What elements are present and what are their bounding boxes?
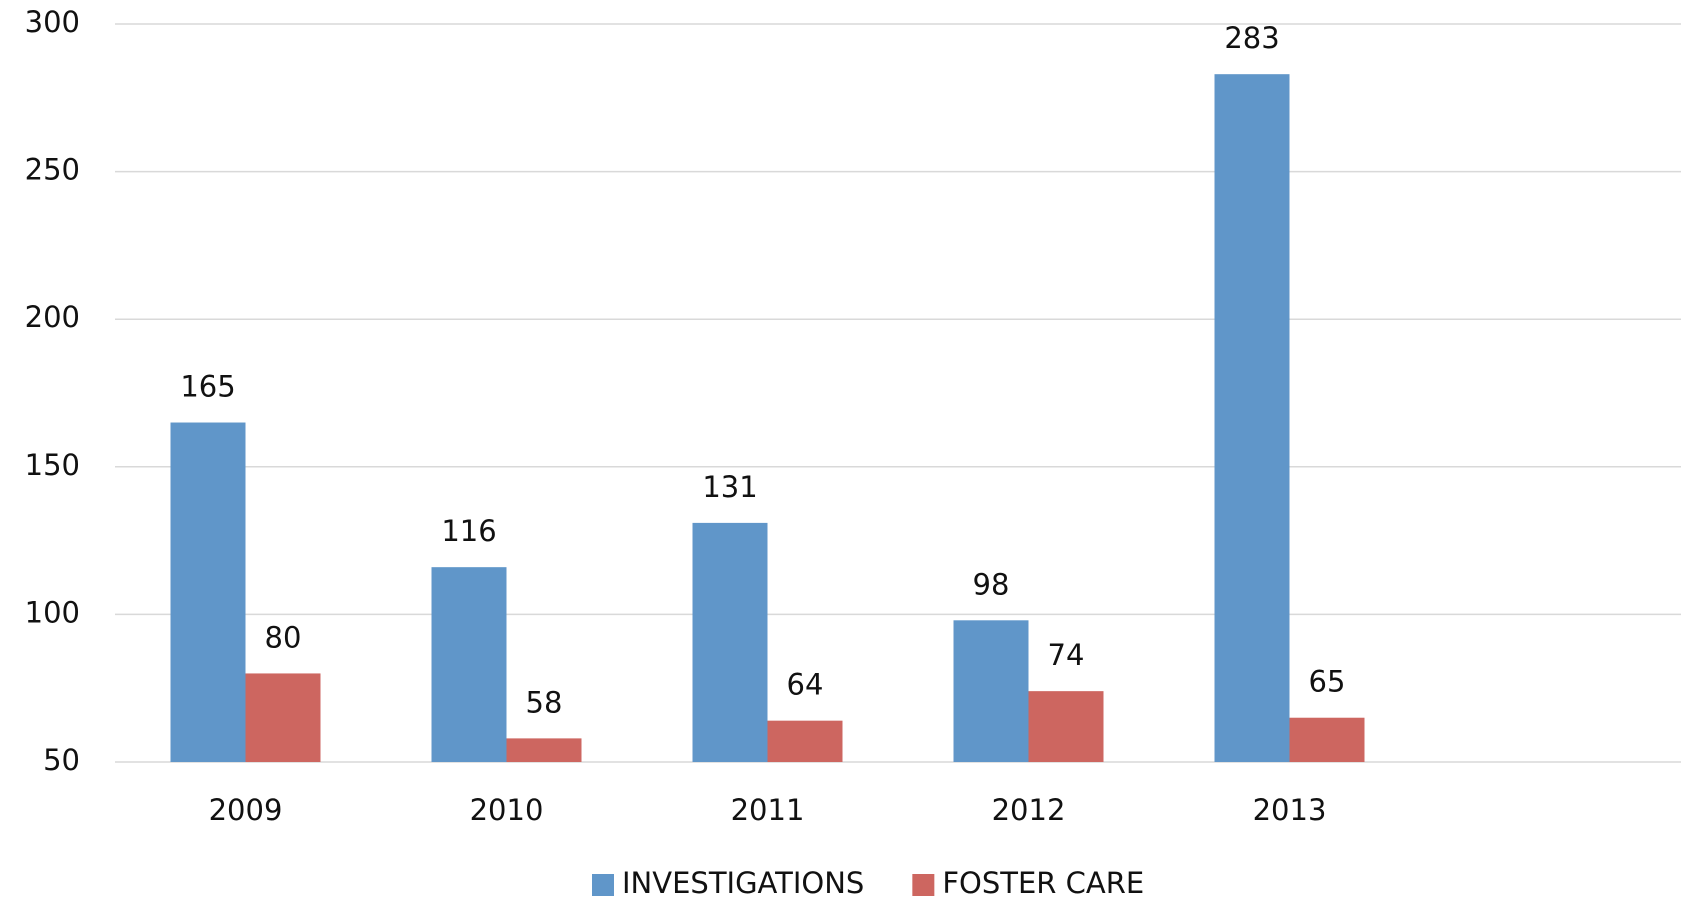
data-label: 74 <box>1048 638 1085 672</box>
y-tick-label: 300 <box>25 5 80 39</box>
x-tick-label: 2013 <box>1253 793 1327 827</box>
data-label: 131 <box>702 470 757 504</box>
bar <box>245 673 321 762</box>
y-tick-label: 50 <box>43 743 80 777</box>
legend-label: FOSTER CARE <box>942 866 1144 900</box>
bar <box>170 422 246 762</box>
bar <box>767 720 843 762</box>
legend-label: INVESTIGATIONS <box>622 866 864 900</box>
data-label: 116 <box>441 514 496 548</box>
data-label: 65 <box>1309 665 1346 699</box>
bar <box>953 620 1029 762</box>
bar <box>506 738 582 762</box>
y-tick-label: 250 <box>25 153 80 187</box>
x-tick-label: 2010 <box>470 793 544 827</box>
legend-swatch <box>912 874 935 896</box>
bar <box>431 567 507 762</box>
bar <box>1214 74 1290 762</box>
data-label: 80 <box>265 620 302 654</box>
y-tick-label: 200 <box>25 300 80 334</box>
x-tick-label: 2009 <box>209 793 283 827</box>
data-label: 58 <box>526 685 563 719</box>
x-tick-label: 2011 <box>731 793 805 827</box>
y-tick-label: 100 <box>25 595 80 629</box>
legend-swatch <box>592 874 614 896</box>
bar <box>692 522 768 762</box>
data-label: 98 <box>973 567 1010 601</box>
data-label: 283 <box>1224 21 1279 55</box>
bar <box>1289 717 1365 762</box>
data-label: 165 <box>180 370 235 404</box>
data-label: 64 <box>787 668 824 702</box>
x-tick-label: 2012 <box>992 793 1066 827</box>
y-tick-label: 150 <box>25 448 80 482</box>
bar <box>1028 691 1104 762</box>
